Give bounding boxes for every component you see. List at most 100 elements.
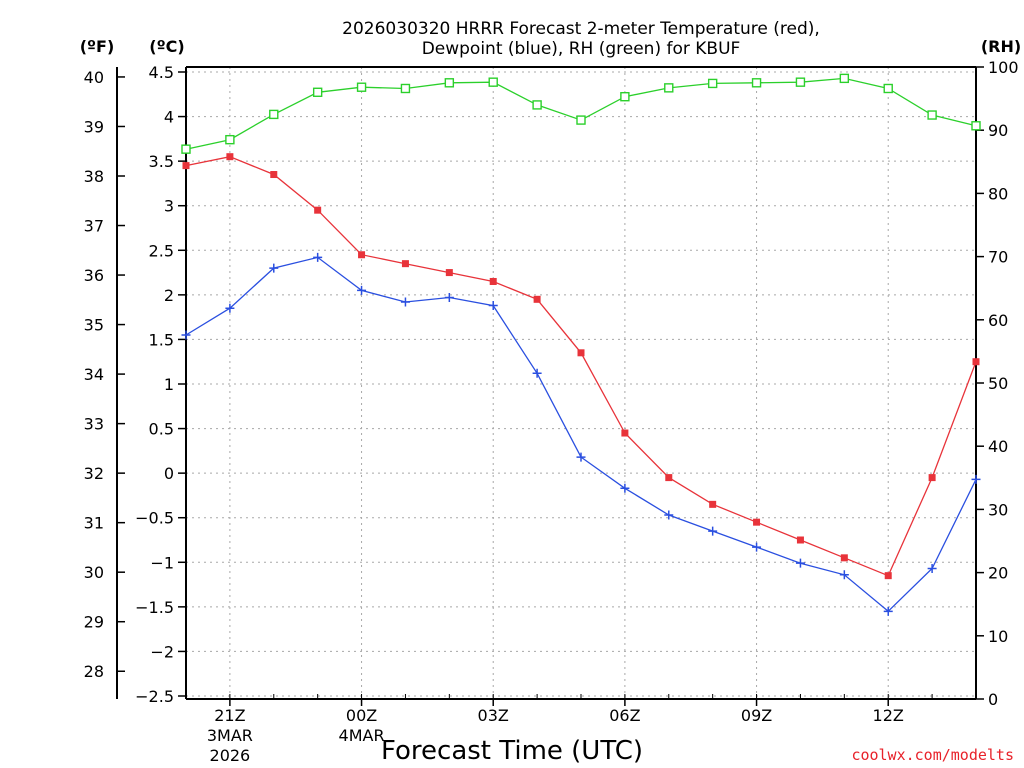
celsius-tick-label: 1.5 bbox=[149, 330, 174, 349]
fahrenheit-tick-label: 33 bbox=[84, 415, 104, 434]
celsius-unit-label: (ºC) bbox=[149, 37, 184, 56]
rh-tick-label: 30 bbox=[988, 500, 1008, 519]
dewpoint-point bbox=[708, 526, 718, 536]
grid bbox=[186, 67, 976, 699]
celsius-tick-label: −2.5 bbox=[135, 687, 174, 706]
celsius-tick-label: 0 bbox=[164, 464, 174, 483]
rh-point bbox=[312, 87, 323, 97]
dewpoint-point bbox=[752, 542, 762, 552]
rh-tick-label: 40 bbox=[988, 437, 1008, 456]
dewpoint-point bbox=[620, 483, 630, 493]
celsius-tick-label: −2 bbox=[150, 642, 174, 661]
credit-text: coolwx.com/modelts bbox=[851, 746, 1014, 764]
temperature-point bbox=[401, 260, 409, 268]
tick-labels: 4.5 4 3.5 3 2.5 2 1.5 1 0.5 0 −0.5 −1 −1.5 −2 −2.5 40 39… bbox=[84, 58, 1019, 765]
time-tick-label: 21Z bbox=[214, 706, 245, 725]
celsius-tick-label: −0.5 bbox=[135, 509, 174, 528]
rh-point bbox=[707, 78, 718, 89]
rh-tick-label: 50 bbox=[988, 374, 1008, 393]
temperature-point bbox=[884, 572, 892, 580]
rh-point bbox=[971, 121, 981, 131]
dewpoint-point bbox=[664, 510, 674, 520]
x-axis-title: Forecast Time (UTC) bbox=[381, 736, 643, 766]
celsius-tick-label: 4.5 bbox=[149, 63, 174, 82]
time-tick-label: 12Z bbox=[873, 706, 904, 725]
rh-point bbox=[620, 92, 630, 102]
rh-point bbox=[356, 82, 367, 92]
time-tick-label: 00Z bbox=[346, 706, 377, 725]
dewpoint-point bbox=[225, 303, 235, 313]
dewpoint-point bbox=[883, 606, 893, 616]
rh-point bbox=[269, 109, 279, 120]
chart-title-line1: 2026030320 HRRR Forecast 2-meter Tempera… bbox=[342, 19, 820, 39]
rh-point bbox=[576, 115, 586, 125]
rh-point bbox=[400, 83, 411, 94]
date-label: 3MAR bbox=[207, 726, 253, 745]
temperature-point bbox=[928, 474, 936, 482]
fahrenheit-tick-label: 37 bbox=[84, 217, 104, 236]
temperature-point bbox=[665, 474, 673, 482]
temperature-line bbox=[185, 156, 977, 577]
fahrenheit-unit-label: (ºF) bbox=[80, 37, 115, 56]
fahrenheit-tick-label: 39 bbox=[84, 117, 104, 136]
celsius-tick-label: −1 bbox=[150, 553, 174, 572]
fahrenheit-tick-label: 36 bbox=[84, 266, 104, 285]
fahrenheit-tick-label: 34 bbox=[84, 365, 104, 384]
temperature-point bbox=[796, 536, 804, 544]
temperature-point bbox=[972, 358, 980, 366]
dewpoint-point bbox=[532, 368, 542, 378]
time-tick-label: 09Z bbox=[741, 706, 772, 725]
fahrenheit-tick-label: 40 bbox=[84, 68, 104, 87]
rh-tick-label: 0 bbox=[988, 690, 998, 709]
temperature-point bbox=[709, 500, 717, 508]
dewpoint-point bbox=[269, 263, 279, 273]
dewpoint-line bbox=[185, 256, 977, 613]
temperature-point bbox=[840, 554, 848, 562]
celsius-tick-label: −1.5 bbox=[135, 598, 174, 617]
date-label: 4MAR bbox=[339, 726, 385, 745]
series bbox=[181, 73, 981, 616]
temperature-point bbox=[270, 171, 278, 179]
temperature-point bbox=[358, 251, 366, 259]
celsius-tick-label: 0.5 bbox=[149, 420, 174, 439]
rh-tick-label: 70 bbox=[988, 248, 1008, 267]
dewpoint-point bbox=[839, 570, 849, 580]
time-tick-label: 03Z bbox=[478, 706, 509, 725]
temperature-point bbox=[621, 429, 629, 437]
dewpoint-point bbox=[795, 558, 805, 568]
time-tick-label: 06Z bbox=[609, 706, 640, 725]
rh-point bbox=[927, 110, 937, 120]
rh-unit-label: (RH) bbox=[981, 37, 1021, 56]
rh-tick-label: 100 bbox=[988, 58, 1019, 77]
dewpoint-point bbox=[488, 301, 498, 311]
rh-point bbox=[532, 100, 542, 110]
fahrenheit-tick-label: 29 bbox=[84, 613, 104, 632]
dewpoint-point bbox=[357, 285, 367, 295]
celsius-tick-label: 3 bbox=[164, 197, 174, 216]
temperature-point bbox=[577, 349, 585, 357]
rh-point bbox=[444, 78, 455, 88]
rh-tick-label: 90 bbox=[988, 121, 1008, 140]
fahrenheit-tick-label: 31 bbox=[84, 514, 104, 533]
dewpoint-point bbox=[313, 252, 323, 262]
rh-point bbox=[751, 78, 762, 88]
celsius-tick-label: 3.5 bbox=[149, 152, 174, 171]
rh-point bbox=[181, 144, 191, 154]
celsius-tick-label: 4 bbox=[164, 108, 174, 127]
celsius-tick-label: 1 bbox=[164, 375, 174, 394]
dewpoint-point bbox=[576, 452, 586, 462]
rh-point bbox=[839, 73, 850, 84]
rh-tick-label: 20 bbox=[988, 564, 1008, 583]
fahrenheit-tick-label: 38 bbox=[84, 167, 104, 186]
rh-tick-label: 80 bbox=[988, 184, 1008, 203]
dewpoint-point bbox=[971, 474, 981, 484]
rh-line bbox=[185, 77, 977, 150]
rh-tick-label: 10 bbox=[988, 627, 1008, 646]
rh-point bbox=[488, 77, 498, 87]
temperature-point bbox=[182, 162, 190, 170]
rh-point bbox=[664, 83, 674, 93]
dewpoint-point bbox=[400, 297, 410, 307]
celsius-tick-label: 2.5 bbox=[149, 241, 174, 260]
rh-point bbox=[225, 134, 235, 145]
